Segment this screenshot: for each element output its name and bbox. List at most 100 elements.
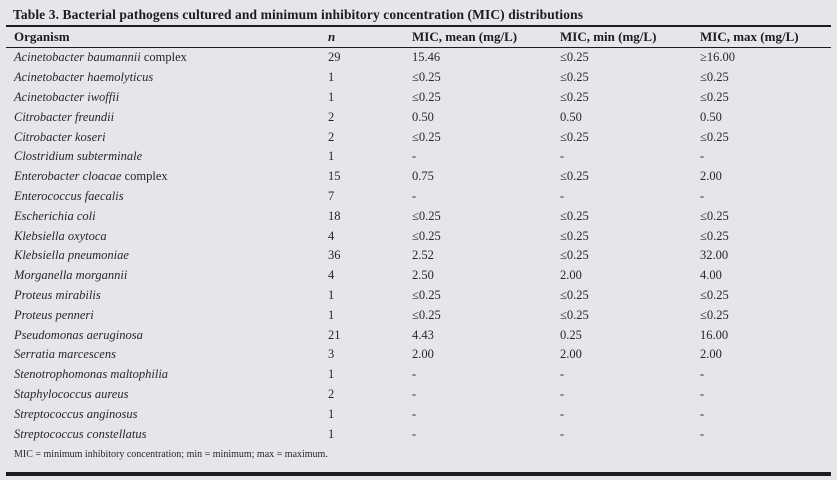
organism-cell: Klebsiella oxytoca [6, 226, 328, 246]
table-row: Staphylococcus aureus 2 - - - [6, 385, 831, 405]
mic-mean-cell: 2.00 [412, 347, 434, 362]
mic-min-cell: - [560, 406, 565, 421]
table-footnote: MIC = minimum inhibitory concentration; … [14, 448, 328, 460]
n-cell: 1 [328, 367, 335, 382]
organism-cell: Proteus mirabilis [6, 286, 328, 306]
table-row: Streptococcus constellatus 1 - - - [6, 424, 831, 444]
mic-max-cell: - [700, 406, 705, 421]
n-cell: 29 [328, 50, 341, 65]
organism-cell: Citrobacter freundii [6, 107, 328, 127]
table-row: Citrobacter koseri 2 ≤0.25 ≤0.25 ≤0.25 [6, 127, 831, 147]
organism-name: Streptococcus anginosus [14, 406, 138, 421]
column-header: MIC, min (mg/L) [560, 29, 657, 44]
n-cell: 1 [328, 149, 335, 164]
organism-name: Serratia marcescens [14, 347, 116, 362]
organism-name: Acinetobacter haemolyticus [14, 70, 154, 85]
organism-name: Enterobacter cloacae [14, 169, 122, 184]
mic-min-cell: 0.25 [560, 327, 582, 342]
organism-name: Morganella morgannii [14, 268, 128, 283]
mic-mean-cell: 4.43 [412, 327, 434, 342]
n-cell: 1 [328, 89, 335, 104]
mic-min-cell: 2.00 [560, 268, 582, 283]
mic-mean-cell: 2.52 [412, 248, 434, 263]
n-cell: 7 [328, 188, 335, 203]
organism-name: Klebsiella oxytoca [14, 228, 107, 243]
organism-cell: Proteus penneri [6, 305, 328, 325]
mic-max-cell: - [700, 426, 705, 441]
mic-mean-cell: - [412, 406, 417, 421]
mic-mean-cell: - [412, 367, 417, 382]
n-cell: 4 [328, 228, 335, 243]
mic-max-cell: ≤0.25 [700, 70, 729, 85]
n-cell: 36 [328, 248, 341, 263]
organism-name: Streptococcus constellatus [14, 426, 147, 441]
organism-cell: Morganella morgannii [6, 266, 328, 286]
organism-name: Acinetobacter iwoffii [14, 89, 120, 104]
organism-cell: Enterococcus faecalis [6, 187, 328, 207]
organism-name: Proteus mirabilis [14, 287, 101, 302]
table-row: Pseudomonas aeruginosa 21 4.43 0.25 16.00 [6, 325, 831, 345]
n-cell: 15 [328, 169, 341, 184]
organism-name: Pseudomonas aeruginosa [14, 327, 143, 342]
organism-cell: Acinetobacter iwoffii [6, 88, 328, 108]
mic-mean-cell: ≤0.25 [412, 208, 441, 223]
n-cell: 18 [328, 208, 341, 223]
mic-mean-cell: - [412, 149, 417, 164]
mic-min-cell: 0.50 [560, 109, 582, 124]
mic-table: Organism n MIC, mean (mg/L) MIC, min (mg/L)… [6, 25, 831, 444]
mic-max-cell: - [700, 367, 705, 382]
mic-mean-cell: 0.75 [412, 169, 434, 184]
mic-mean-cell: ≤0.25 [412, 89, 441, 104]
mic-max-cell: 16.00 [700, 327, 729, 342]
organism-cell: Pseudomonas aeruginosa [6, 325, 328, 345]
organism-name: Proteus penneri [14, 307, 94, 322]
organism-suffix: complex [140, 50, 187, 65]
mic-max-cell: 32.00 [700, 248, 729, 263]
organism-name: Enterococcus faecalis [14, 188, 124, 203]
mic-mean-cell: - [412, 386, 417, 401]
mic-min-cell: ≤0.25 [560, 89, 589, 104]
mic-mean-cell: ≤0.25 [412, 129, 441, 144]
mic-max-cell: ≤0.25 [700, 129, 729, 144]
table-row: Acinetobacter baumannii complex 29 15.46 ≤0… [6, 48, 831, 68]
column-header: n [328, 29, 336, 44]
organism-cell: Acinetobacter haemolyticus [6, 68, 328, 88]
mic-min-cell: ≤0.25 [560, 248, 589, 263]
organism-name: Acinetobacter baumannii [14, 50, 141, 65]
organism-cell: Clostridium subterminale [6, 147, 328, 167]
mic-max-cell: ≤0.25 [700, 307, 729, 322]
mic-min-cell: 2.00 [560, 347, 582, 362]
mic-min-cell: ≤0.25 [560, 307, 589, 322]
organism-name: Escherichia coli [14, 208, 96, 223]
column-header: MIC, mean (mg/L) [412, 29, 518, 44]
table-row: Serratia marcescens 3 2.00 2.00 2.00 [6, 345, 831, 365]
mic-mean-cell: - [412, 426, 417, 441]
n-cell: 2 [328, 386, 335, 401]
organism-name: Staphylococcus aureus [14, 386, 129, 401]
mic-max-cell: - [700, 386, 705, 401]
organism-name: Citrobacter freundii [14, 109, 115, 124]
organism-cell: Citrobacter koseri [6, 127, 328, 147]
mic-max-cell: - [700, 149, 705, 164]
table-row: Klebsiella pneumoniae 36 2.52 ≤0.25 32.00 [6, 246, 831, 266]
table-row: Acinetobacter iwoffii 1 ≤0.25 ≤0.25 ≤0.25 [6, 88, 831, 108]
mic-min-cell: ≤0.25 [560, 208, 589, 223]
table-row: Proteus mirabilis 1 ≤0.25 ≤0.25 ≤0.25 [6, 286, 831, 306]
organism-name: Klebsiella pneumoniae [14, 248, 129, 263]
mic-min-cell: ≤0.25 [560, 287, 589, 302]
table-row: Stenotrophomonas maltophilia 1 - - - [6, 365, 831, 385]
n-cell: 1 [328, 426, 335, 441]
mic-min-cell: ≤0.25 [560, 50, 589, 65]
mic-max-cell: 2.00 [700, 347, 722, 362]
mic-mean-cell: ≤0.25 [412, 287, 441, 302]
organism-cell: Acinetobacter baumannii complex [6, 48, 328, 68]
table-row: Streptococcus anginosus 1 - - - [6, 404, 831, 424]
organism-cell: Streptococcus constellatus [6, 424, 328, 444]
mic-mean-cell: 0.50 [412, 109, 434, 124]
mic-min-cell: ≤0.25 [560, 228, 589, 243]
table-row: Escherichia coli 18 ≤0.25 ≤0.25 ≤0.25 [6, 206, 831, 226]
mic-max-cell: - [700, 188, 705, 203]
n-cell: 1 [328, 307, 335, 322]
table-title: Table 3. Bacterial pathogens cultured an… [13, 7, 584, 22]
